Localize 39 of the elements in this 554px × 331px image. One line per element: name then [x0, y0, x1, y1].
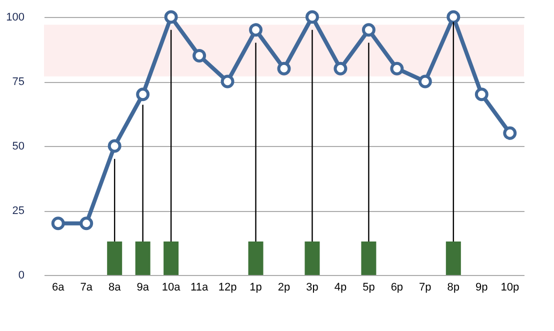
x-tick-label: 2p	[278, 282, 290, 294]
x-tick-label: 3p	[306, 282, 318, 294]
point	[192, 48, 206, 62]
x-tick-label: 8a	[108, 282, 122, 294]
point	[474, 88, 488, 102]
x-tick-label: 4p	[334, 282, 347, 294]
x-tick-label: 1p	[250, 282, 262, 294]
point	[418, 74, 432, 88]
point	[277, 62, 291, 76]
point	[108, 139, 122, 153]
x-tick-label: 11a	[190, 282, 209, 294]
x-tick-label: 10p	[500, 282, 520, 294]
y-tick-label: 50	[12, 140, 24, 152]
y-tick-label: 0	[18, 270, 24, 282]
x-tick-label: 7p	[419, 282, 432, 294]
y-tick-label: 75	[12, 76, 24, 88]
point	[446, 10, 460, 24]
point	[390, 62, 404, 76]
point	[136, 88, 150, 102]
x-tick-label: 9p	[476, 282, 488, 294]
point	[249, 23, 263, 37]
x-tick-label: 8p	[447, 282, 460, 294]
point	[503, 126, 517, 140]
point	[164, 10, 178, 24]
point	[362, 23, 376, 37]
x-tick-label: 6p	[390, 282, 404, 294]
x-tick-label: 10a	[162, 282, 182, 294]
x-tick-label: 12p	[218, 282, 237, 294]
x-tick-label: 6a	[52, 282, 66, 294]
point	[51, 216, 65, 230]
y-tick-label: 25	[12, 205, 24, 217]
x-tick-label: 5p	[362, 282, 375, 294]
point	[334, 62, 348, 76]
y-tick-label: 100	[6, 12, 24, 24]
point	[305, 10, 319, 24]
point	[220, 74, 234, 88]
x-tick-label: 7a	[80, 282, 94, 294]
x-tick-label: 9a	[136, 282, 150, 294]
point	[80, 216, 94, 230]
